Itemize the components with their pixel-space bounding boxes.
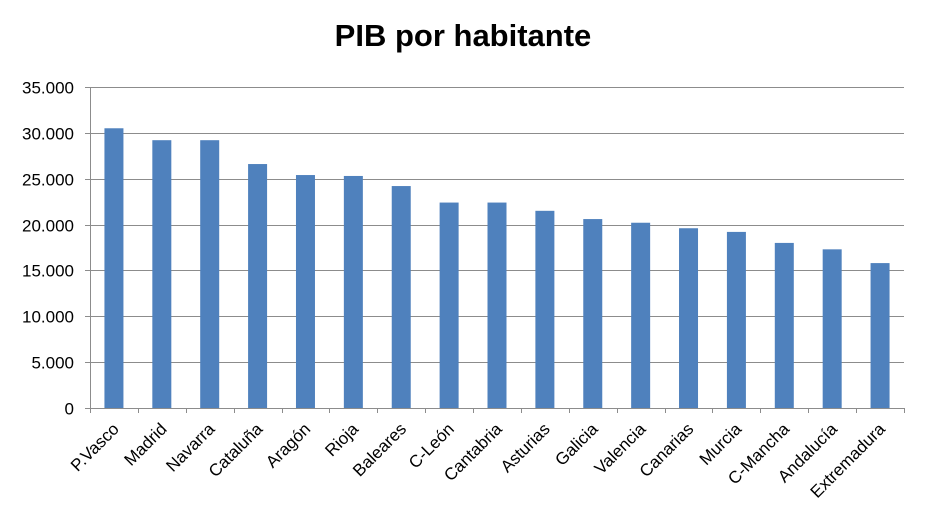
bar-9 <box>535 210 555 408</box>
bar-2 <box>200 140 220 409</box>
y-tick-label: 5.000 <box>31 354 74 373</box>
bar-5 <box>343 175 363 408</box>
x-tick-label: P.Vasco <box>67 419 123 475</box>
bar-7 <box>439 202 459 408</box>
y-tick-label: 30.000 <box>22 125 74 144</box>
bar-13 <box>726 231 746 408</box>
x-tick-label: Aragón <box>262 419 314 471</box>
x-tick-label: Cataluña <box>205 419 267 481</box>
y-tick-label: 35.000 <box>22 79 74 98</box>
bar-12 <box>679 228 699 408</box>
y-tick-label: 15.000 <box>22 262 74 281</box>
bar-6 <box>391 186 411 408</box>
y-tick-label: 10.000 <box>22 308 74 327</box>
bar-8 <box>487 202 507 408</box>
bar-14 <box>774 242 794 408</box>
y-tick-label: 20.000 <box>22 217 74 236</box>
bar-11 <box>631 222 651 408</box>
bar-1 <box>152 140 172 409</box>
y-tick-label: 25.000 <box>22 171 74 190</box>
bar-0 <box>104 128 124 408</box>
bar-16 <box>870 263 890 408</box>
bar-15 <box>822 249 842 408</box>
x-tick-label: Rioja <box>321 419 362 460</box>
chart-title: PIB por habitante <box>334 18 592 53</box>
bar-3 <box>248 164 268 408</box>
bar-4 <box>295 175 315 408</box>
x-tick-label: Baleares <box>349 419 410 480</box>
x-tick-label: Asturias <box>497 419 554 476</box>
y-tick-label: 0 <box>65 400 74 419</box>
bar-10 <box>583 219 603 408</box>
